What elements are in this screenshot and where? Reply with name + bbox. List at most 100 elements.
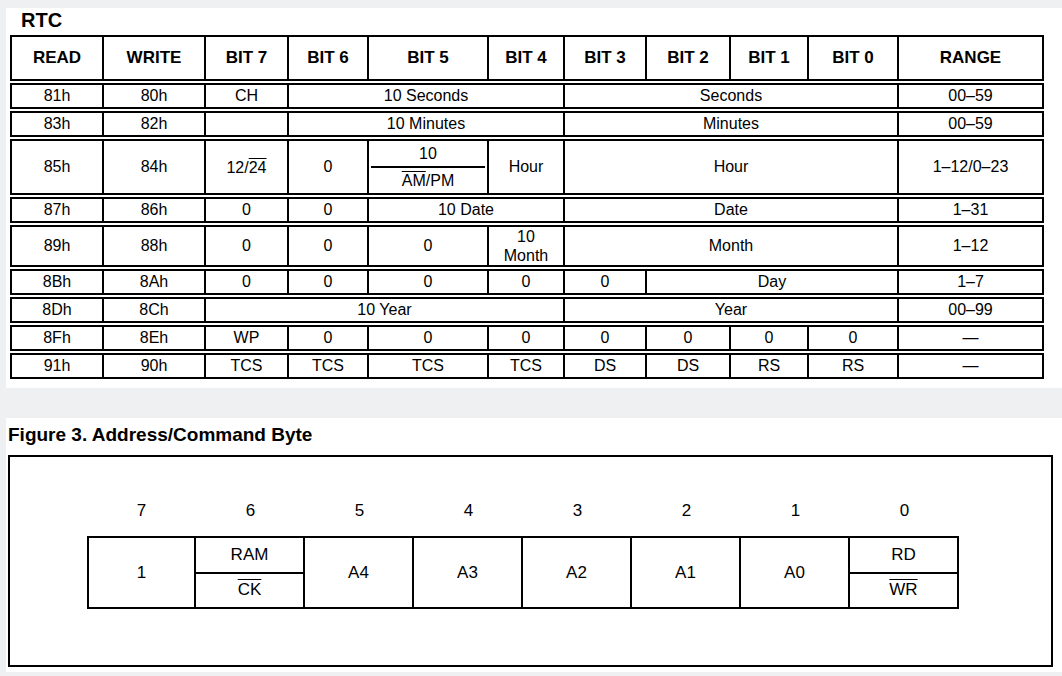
column-header: WRITE xyxy=(103,35,205,81)
register-row: 8Fh8EhWP0000000— xyxy=(10,325,1044,351)
bit-number-label: 3 xyxy=(523,501,632,521)
register-cell: — xyxy=(898,353,1044,379)
bit-field-cell: A3 xyxy=(414,536,523,609)
overline-text: WR xyxy=(889,580,917,600)
register-cell: 0 xyxy=(205,225,288,267)
bit-number-label: 5 xyxy=(305,501,414,521)
register-cell: — xyxy=(898,325,1044,351)
cell-line: Month xyxy=(491,246,561,265)
cell-line: A2 xyxy=(566,563,587,583)
register-cell: 0 xyxy=(808,325,898,351)
rtc-table-head: READWRITEBIT 7BIT 6BIT 5BIT 4BIT 3BIT 2B… xyxy=(10,35,1044,81)
register-cell: TCS xyxy=(488,353,564,379)
column-header: BIT 4 xyxy=(488,35,564,81)
register-cell: RS xyxy=(808,353,898,379)
cell-line: 12/24 xyxy=(208,155,285,180)
rtc-register-table: READWRITEBIT 7BIT 6BIT 5BIT 4BIT 3BIT 2B… xyxy=(10,33,1044,381)
register-cell: 0 xyxy=(288,139,368,195)
register-cell: 0 xyxy=(564,269,646,295)
bit-number-label: 0 xyxy=(850,501,959,521)
register-cell: 0 xyxy=(564,325,646,351)
register-cell: Hour xyxy=(564,139,898,195)
text-segment: 12/ xyxy=(226,159,248,176)
register-cell: 10Month xyxy=(488,225,564,267)
text-segment: A1 xyxy=(675,563,696,583)
register-row: 89h88h00010MonthMonth1–12 xyxy=(10,225,1044,267)
register-row: 83h82h10 MinutesMinutes00–59 xyxy=(10,111,1044,137)
register-cell: 80h xyxy=(103,83,205,109)
register-cell: 0 xyxy=(205,269,288,295)
cell-line: RAM xyxy=(196,538,303,574)
register-row: 81h80hCH10 SecondsSeconds00–59 xyxy=(10,83,1044,109)
cell-line: CK xyxy=(196,574,303,608)
register-cell: Month xyxy=(564,225,898,267)
register-cell: 8Dh xyxy=(10,297,103,323)
register-cell: 81h xyxy=(10,83,103,109)
register-cell: CH xyxy=(205,83,288,109)
register-cell: 0 xyxy=(288,325,368,351)
figure-box: 76543210 1RAMCKA4A3A2A1A0RDWR xyxy=(8,455,1053,667)
column-header: BIT 0 xyxy=(808,35,898,81)
bit-field-cell: A2 xyxy=(523,536,632,609)
register-cell: 8Eh xyxy=(103,325,205,351)
text-segment: Month xyxy=(504,247,548,264)
register-cell: TCS xyxy=(288,353,368,379)
register-cell: 0 xyxy=(205,197,288,223)
column-header: READ xyxy=(10,35,103,81)
column-header: BIT 3 xyxy=(564,35,646,81)
register-cell: DS xyxy=(564,353,646,379)
figure-panel: Figure 3. Address/Command Byte 76543210 … xyxy=(6,418,1062,672)
register-cell: DS xyxy=(646,353,730,379)
register-cell: WP xyxy=(205,325,288,351)
overline-text: 24 xyxy=(249,159,267,176)
register-cell: TCS xyxy=(368,353,488,379)
column-header: BIT 7 xyxy=(205,35,288,81)
cell-line: 10 xyxy=(371,141,485,168)
register-cell: 86h xyxy=(103,197,205,223)
cell-line: WR xyxy=(850,574,957,608)
register-cell: 8Fh xyxy=(10,325,103,351)
register-cell: 10 Date xyxy=(368,197,564,223)
register-cell: 0 xyxy=(288,225,368,267)
register-cell: 10 Minutes xyxy=(288,111,564,137)
register-cell: 10 Year xyxy=(205,297,564,323)
bit-field-cell: A4 xyxy=(305,536,414,609)
cell-line: A3 xyxy=(457,563,478,583)
register-cell: Year xyxy=(564,297,898,323)
register-cell: 12/24 xyxy=(205,139,288,195)
register-cell: RS xyxy=(730,353,808,379)
bit-number-label: 4 xyxy=(414,501,523,521)
column-header: BIT 5 xyxy=(368,35,488,81)
text-segment: 10 xyxy=(419,145,437,162)
text-segment: 1 xyxy=(137,563,146,583)
register-cell: 82h xyxy=(103,111,205,137)
register-cell: 8Ah xyxy=(103,269,205,295)
register-cell: 0 xyxy=(288,269,368,295)
text-segment: RD xyxy=(891,545,916,565)
column-header: BIT 6 xyxy=(288,35,368,81)
overline-text: AM xyxy=(402,172,426,189)
overline-text: CK xyxy=(238,580,262,600)
text-segment: RAM xyxy=(231,545,269,565)
column-header: BIT 1 xyxy=(730,35,808,81)
register-cell: 00–99 xyxy=(898,297,1044,323)
column-header: BIT 2 xyxy=(646,35,730,81)
bit-field-cell: RD WR xyxy=(850,536,959,609)
register-cell: 0 xyxy=(288,197,368,223)
register-cell: 0 xyxy=(646,325,730,351)
bit-field-cell: A1 xyxy=(632,536,741,609)
register-cell: Seconds xyxy=(564,83,898,109)
register-cell: 87h xyxy=(10,197,103,223)
text-segment: /PM xyxy=(426,172,454,189)
figure-caption: Figure 3. Address/Command Byte xyxy=(8,423,312,446)
bit-number-label: 7 xyxy=(87,501,196,521)
register-cell: 00–59 xyxy=(898,83,1044,109)
register-cell: 84h xyxy=(103,139,205,195)
register-row: 8Dh8Ch10 YearYear00–99 xyxy=(10,297,1044,323)
register-cell: 10 Seconds xyxy=(288,83,564,109)
register-cell: Minutes xyxy=(564,111,898,137)
register-cell: 10 AM/PM xyxy=(368,139,488,195)
register-cell: 1–7 xyxy=(898,269,1044,295)
register-cell: 85h xyxy=(10,139,103,195)
bit-field-cell: 1 xyxy=(87,536,196,609)
